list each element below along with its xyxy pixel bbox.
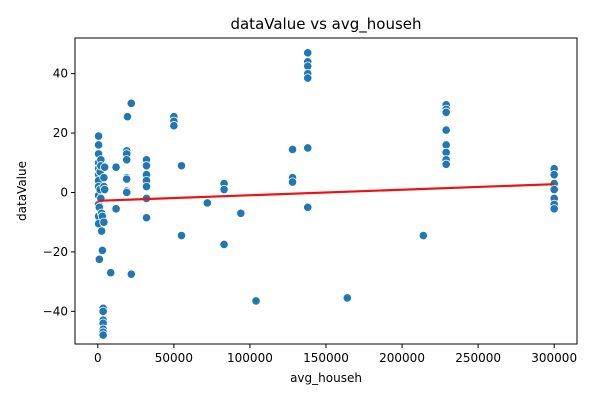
data-point bbox=[303, 73, 313, 83]
y-tick-label: 0 bbox=[60, 185, 68, 199]
data-point bbox=[100, 184, 110, 195]
data-point bbox=[219, 239, 229, 250]
y-tick-label: −20 bbox=[43, 245, 68, 259]
data-point bbox=[169, 121, 179, 131]
y-axis-label: dataValue bbox=[15, 161, 29, 221]
data-point bbox=[94, 254, 104, 264]
data-point bbox=[93, 131, 104, 141]
data-point bbox=[99, 173, 109, 183]
plot-area: 0 50000 100000 150000 200000 250000 300000 −40… bbox=[43, 37, 578, 365]
data-point bbox=[236, 208, 246, 218]
data-point bbox=[122, 174, 132, 184]
x-tick-label: 100000 bbox=[227, 351, 273, 365]
data-point bbox=[99, 217, 109, 227]
data-point bbox=[126, 269, 136, 279]
x-tick-label: 300000 bbox=[531, 351, 577, 365]
trend-line bbox=[97, 183, 555, 202]
data-point bbox=[97, 245, 107, 256]
data-point bbox=[93, 140, 104, 150]
x-tick-label: 150000 bbox=[303, 351, 349, 365]
y-axis-ticks: −40 −20 0 20 40 bbox=[43, 67, 75, 318]
data-point bbox=[202, 198, 212, 208]
data-points bbox=[93, 48, 559, 340]
x-tick-label: 0 bbox=[94, 351, 102, 365]
data-point bbox=[122, 112, 133, 122]
data-point bbox=[418, 230, 428, 241]
x-axis-label: avg_househ bbox=[290, 371, 362, 385]
data-point bbox=[251, 296, 261, 306]
data-point bbox=[176, 161, 187, 171]
data-point bbox=[303, 202, 313, 212]
data-point bbox=[441, 107, 451, 117]
data-point bbox=[98, 330, 108, 340]
data-point bbox=[126, 98, 136, 108]
data-point bbox=[303, 48, 313, 58]
data-point bbox=[141, 181, 152, 192]
data-point bbox=[176, 230, 187, 241]
data-point bbox=[97, 226, 107, 236]
data-point bbox=[441, 159, 451, 169]
data-point bbox=[441, 125, 451, 135]
data-point bbox=[342, 293, 352, 303]
data-point bbox=[106, 268, 116, 278]
data-point bbox=[549, 184, 559, 195]
x-tick-label: 200000 bbox=[379, 351, 425, 365]
data-point bbox=[100, 162, 110, 172]
data-point bbox=[287, 177, 298, 187]
data-point bbox=[141, 161, 152, 171]
data-point bbox=[141, 213, 152, 223]
data-point bbox=[111, 204, 121, 214]
data-point bbox=[98, 306, 108, 316]
x-tick-label: 250000 bbox=[455, 351, 501, 365]
chart-title: dataValue vs avg_househ bbox=[230, 15, 421, 34]
data-point bbox=[549, 170, 559, 180]
y-tick-label: 40 bbox=[53, 67, 68, 81]
data-point bbox=[303, 143, 313, 153]
data-point bbox=[122, 155, 132, 165]
data-point bbox=[122, 187, 132, 198]
data-point bbox=[219, 184, 229, 195]
data-point bbox=[111, 162, 121, 172]
data-point bbox=[287, 144, 298, 155]
x-axis-ticks: 0 50000 100000 150000 200000 250000 300000 bbox=[94, 344, 577, 365]
y-tick-label: −40 bbox=[43, 304, 68, 318]
y-tick-label: 20 bbox=[53, 126, 68, 140]
data-point bbox=[549, 204, 559, 214]
x-tick-label: 50000 bbox=[155, 351, 193, 365]
